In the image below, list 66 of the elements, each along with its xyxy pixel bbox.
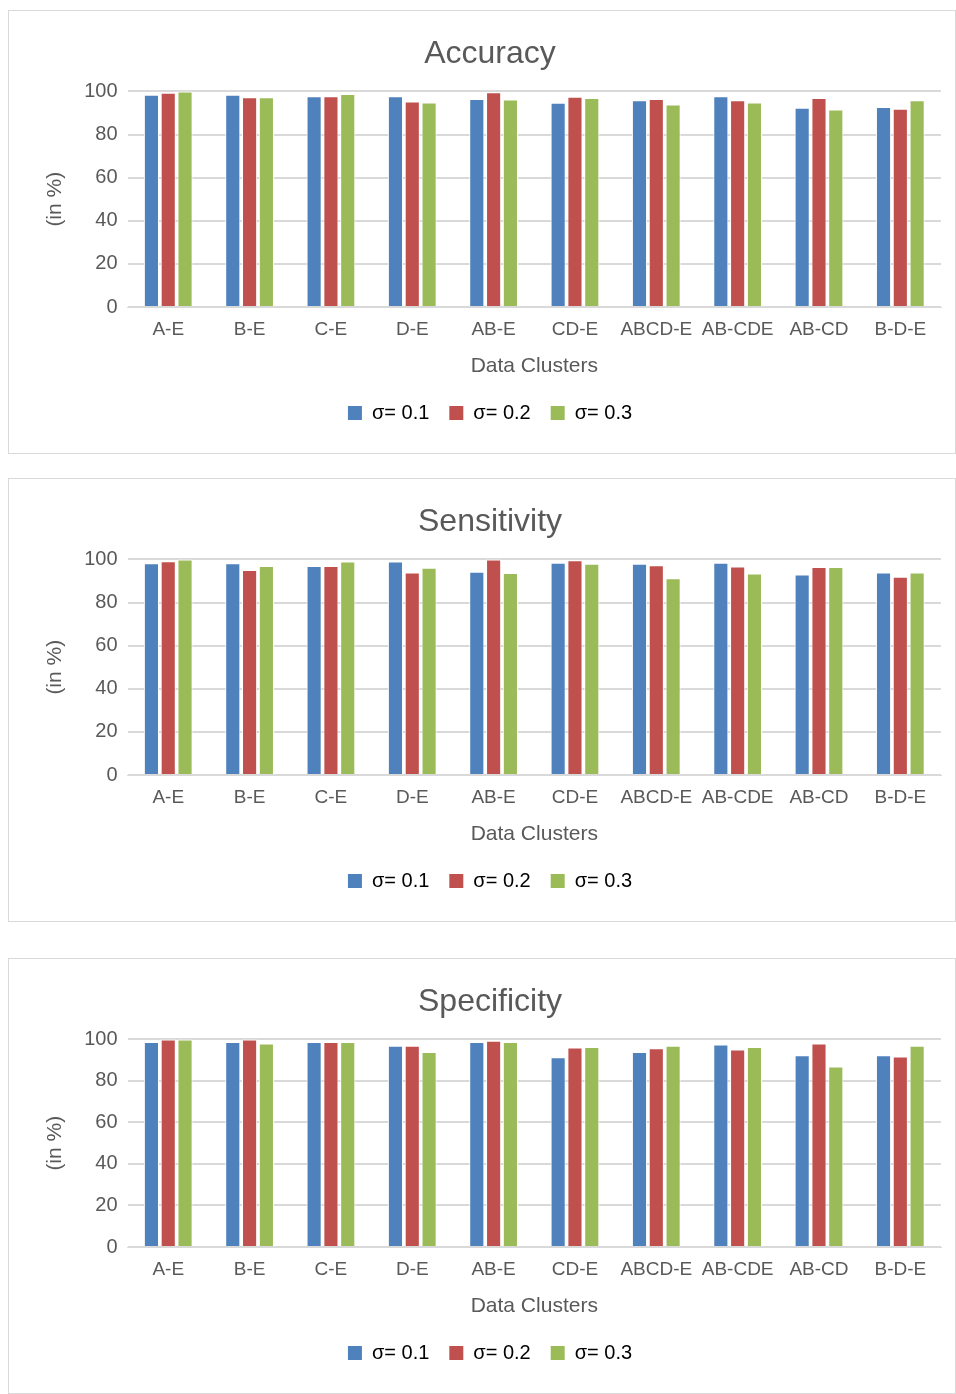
x-tick-label: AB-CD — [789, 317, 849, 339]
y-axis-title: (in %) — [42, 639, 66, 695]
legend-label: σ= 0.1 — [371, 400, 430, 423]
y-tick-label: 60 — [95, 165, 118, 188]
y-tick-label: 80 — [95, 590, 118, 613]
y-tick-label: 40 — [95, 676, 118, 699]
x-tick-label: AB-E — [471, 785, 516, 807]
chart-title: Sensitivity — [417, 502, 563, 539]
y-axis-title: (in %) — [42, 1115, 66, 1171]
x-tick-label: B-D-E — [874, 317, 927, 339]
chart-title: Specificity — [417, 982, 563, 1019]
x-tick-label: ABCD-E — [620, 317, 693, 339]
y-tick-label: 60 — [95, 633, 118, 656]
x-tick-label: B-E — [233, 1257, 266, 1279]
y-tick-label: 60 — [95, 1109, 118, 1132]
chart-title: Accuracy — [424, 34, 556, 71]
y-tick-label: 100 — [84, 1026, 118, 1049]
y-tick-label: 0 — [106, 294, 118, 317]
x-tick-label: B-D-E — [874, 1257, 927, 1279]
legend-label: σ= 0.2 — [473, 868, 531, 891]
x-tick-label: C-E — [314, 1257, 348, 1279]
x-tick-label: CD-E — [551, 785, 599, 807]
x-tick-label: B-D-E — [874, 785, 927, 807]
legend-label: σ= 0.3 — [574, 868, 633, 891]
y-tick-label: 0 — [106, 762, 118, 785]
y-tick-label: 100 — [84, 78, 118, 101]
x-tick-label: AB-CDE — [701, 317, 774, 339]
legend-label: σ= 0.2 — [473, 1340, 531, 1363]
x-tick-label: D-E — [395, 785, 429, 807]
y-tick-label: 80 — [95, 122, 118, 145]
legend-label: σ= 0.3 — [574, 400, 633, 423]
x-tick-label: ABCD-E — [620, 1257, 693, 1279]
y-tick-label: 20 — [95, 1193, 118, 1215]
x-tick-label: C-E — [314, 317, 348, 339]
x-axis-title: Data Clusters — [470, 353, 598, 377]
y-tick-label: 40 — [95, 1151, 118, 1174]
x-tick-label: AB-CDE — [701, 785, 774, 807]
legend-label: σ= 0.3 — [574, 1340, 633, 1363]
x-axis-title: Data Clusters — [470, 1293, 598, 1317]
legend-label: σ= 0.2 — [473, 400, 531, 423]
y-tick-label: 80 — [95, 1068, 118, 1091]
legend-label: σ= 0.1 — [371, 1340, 430, 1363]
x-axis-title: Data Clusters — [470, 821, 598, 845]
y-tick-label: 0 — [106, 1234, 118, 1257]
x-tick-label: D-E — [395, 1257, 429, 1279]
y-tick-label: 100 — [84, 546, 118, 569]
y-axis-title: (in %) — [42, 171, 66, 227]
legend-label: σ= 0.1 — [371, 868, 430, 891]
x-tick-label: A-E — [152, 1257, 185, 1279]
x-tick-label: AB-CD — [789, 785, 849, 807]
x-tick-label: CD-E — [551, 1257, 599, 1279]
x-tick-label: A-E — [152, 785, 185, 807]
x-tick-label: AB-E — [471, 317, 516, 339]
x-tick-label: AB-E — [471, 1257, 516, 1279]
y-tick-label: 20 — [95, 251, 118, 274]
x-tick-label: CD-E — [551, 317, 599, 339]
x-tick-label: B-E — [233, 317, 266, 339]
x-tick-label: AB-CDE — [701, 1257, 774, 1279]
x-tick-label: B-E — [233, 785, 266, 807]
x-tick-label: ABCD-E — [620, 785, 693, 807]
x-tick-label: C-E — [314, 785, 348, 807]
x-tick-label: D-E — [395, 317, 429, 339]
x-tick-label: A-E — [152, 317, 185, 339]
y-tick-label: 20 — [95, 719, 118, 742]
y-tick-label: 40 — [95, 208, 118, 231]
x-tick-label: AB-CD — [789, 1257, 849, 1279]
